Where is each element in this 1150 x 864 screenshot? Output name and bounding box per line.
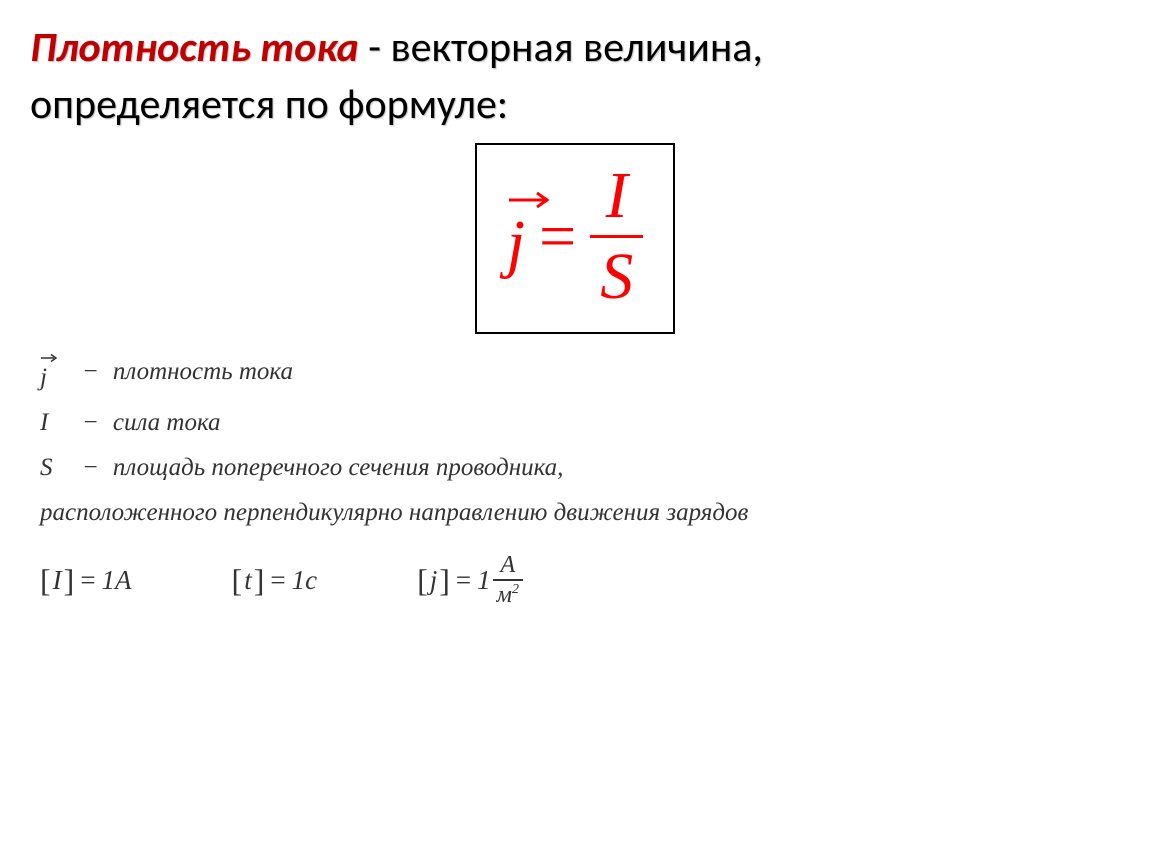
unit-eq: = (456, 565, 471, 596)
unit-eq: = (80, 565, 95, 596)
bracket-open: [ (40, 562, 51, 599)
unit-fraction-bar (493, 579, 523, 581)
formula: j = I S (507, 163, 644, 310)
definition-dash: − (82, 455, 99, 480)
bracket-open: [ (232, 562, 243, 599)
definition-dash: − (82, 410, 99, 435)
definition-note: расположенного перпендикулярно направлен… (40, 500, 1120, 525)
bracket-open: [ (417, 562, 428, 599)
definition-text-s: площадь поперечного сечения проводника, (113, 455, 564, 480)
unit-i: [ I ] = 1A (40, 562, 132, 599)
definition-dash: − (82, 359, 99, 384)
unit-j: [ j ] = 1 A м2 (417, 553, 523, 607)
unit-j-denominator: м2 (493, 583, 523, 607)
definition-row-s: S − площадь поперечного сечения проводни… (40, 455, 1120, 480)
unit-t-symbol: t (244, 565, 252, 596)
definition-symbol-j-text: j (40, 364, 47, 391)
formula-box: j = I S (475, 143, 676, 334)
formula-lhs-symbol: j (507, 207, 525, 280)
definition-row-j: j − плотность тока (40, 359, 1120, 390)
definition-symbol-j: j (40, 359, 68, 390)
unit-i-symbol: I (53, 565, 62, 596)
formula-container: j = I S (30, 143, 1120, 334)
definition-text-j: плотность тока (113, 359, 293, 384)
formula-equals: = (539, 199, 576, 275)
formula-fraction: I S (590, 163, 643, 310)
definitions: j − плотность тока I − сила тока S − пло… (40, 359, 1120, 525)
heading: Плотность тока - векторная величина, опр… (30, 20, 1120, 133)
formula-lhs: j (507, 192, 525, 282)
definition-symbol-s: S (40, 455, 68, 480)
unit-j-denominator-base: м (497, 582, 512, 608)
unit-j-fraction: A м2 (493, 553, 523, 607)
unit-eq: = (270, 565, 285, 596)
fraction-bar (590, 235, 643, 238)
definition-symbol-i: I (40, 410, 68, 435)
bracket-close: ] (439, 562, 450, 599)
unit-j-symbol: j (430, 565, 438, 596)
definition-row-i: I − сила тока (40, 410, 1120, 435)
heading-line2: определяется по формуле: (30, 79, 508, 130)
formula-numerator: I (596, 163, 638, 229)
heading-rest1: - векторная величина, (359, 22, 763, 73)
units-row: [ I ] = 1A [ t ] = 1c [ j ] = 1 A м2 (40, 553, 1120, 607)
definition-text-i: сила тока (113, 410, 221, 435)
unit-t: [ t ] = 1c (232, 562, 318, 599)
unit-i-value: 1A (102, 565, 132, 596)
unit-t-value: 1c (292, 565, 317, 596)
slide: Плотность тока - векторная величина, опр… (0, 0, 1150, 864)
unit-j-numerator: A (496, 553, 519, 577)
vector-arrow-small-icon (40, 353, 58, 363)
formula-denominator: S (590, 244, 643, 310)
unit-j-prefix: 1 (477, 565, 491, 596)
vector-arrow-icon (507, 190, 551, 208)
bracket-close: ] (64, 562, 75, 599)
heading-term: Плотность тока (30, 22, 359, 73)
unit-j-denominator-exp: 2 (512, 582, 519, 597)
bracket-close: ] (254, 562, 265, 599)
